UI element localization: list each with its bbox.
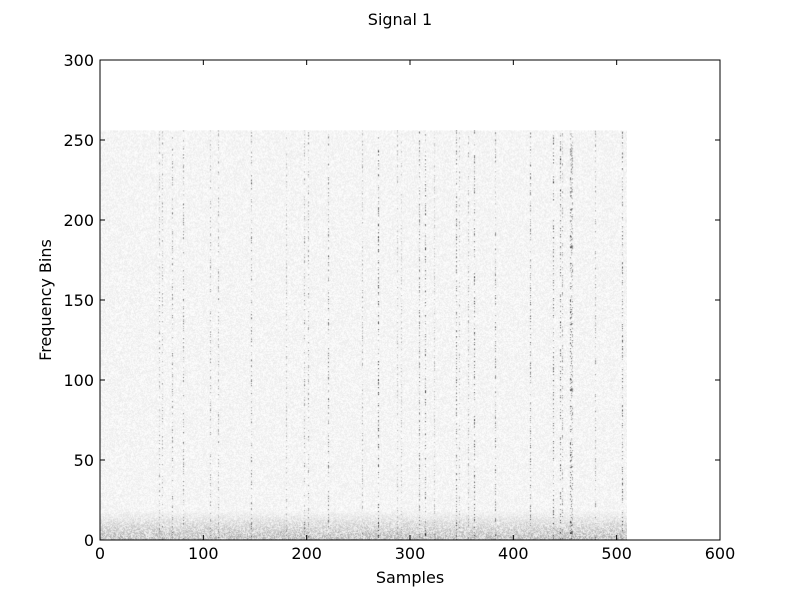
x-axis: 0 100 200 300 400 500 600 [95, 60, 735, 563]
y-tick-label: 300 [63, 51, 94, 70]
x-tick-label: 500 [601, 544, 632, 563]
y-axis-label: Frequency Bins [36, 239, 55, 361]
y-tick-label: 250 [63, 131, 94, 150]
y-axis: 0 50 100 150 200 250 300 [63, 51, 720, 550]
x-tick-label: 300 [395, 544, 426, 563]
y-tick-label: 0 [84, 531, 94, 550]
y-tick-label: 100 [63, 371, 94, 390]
chart-title: Signal 1 [368, 10, 432, 29]
x-tick-label: 600 [705, 544, 736, 563]
heatmap-layer [100, 130, 627, 540]
y-tick-label: 150 [63, 291, 94, 310]
x-tick-label: 100 [188, 544, 219, 563]
x-tick-label: 400 [498, 544, 529, 563]
x-tick-label: 0 [95, 544, 105, 563]
spectrogram-image [100, 130, 627, 540]
x-tick-label: 200 [291, 544, 322, 563]
x-axis-label: Samples [376, 568, 444, 587]
y-tick-label: 50 [74, 451, 94, 470]
plot-area [99, 59, 721, 541]
y-tick-label: 200 [63, 211, 94, 230]
